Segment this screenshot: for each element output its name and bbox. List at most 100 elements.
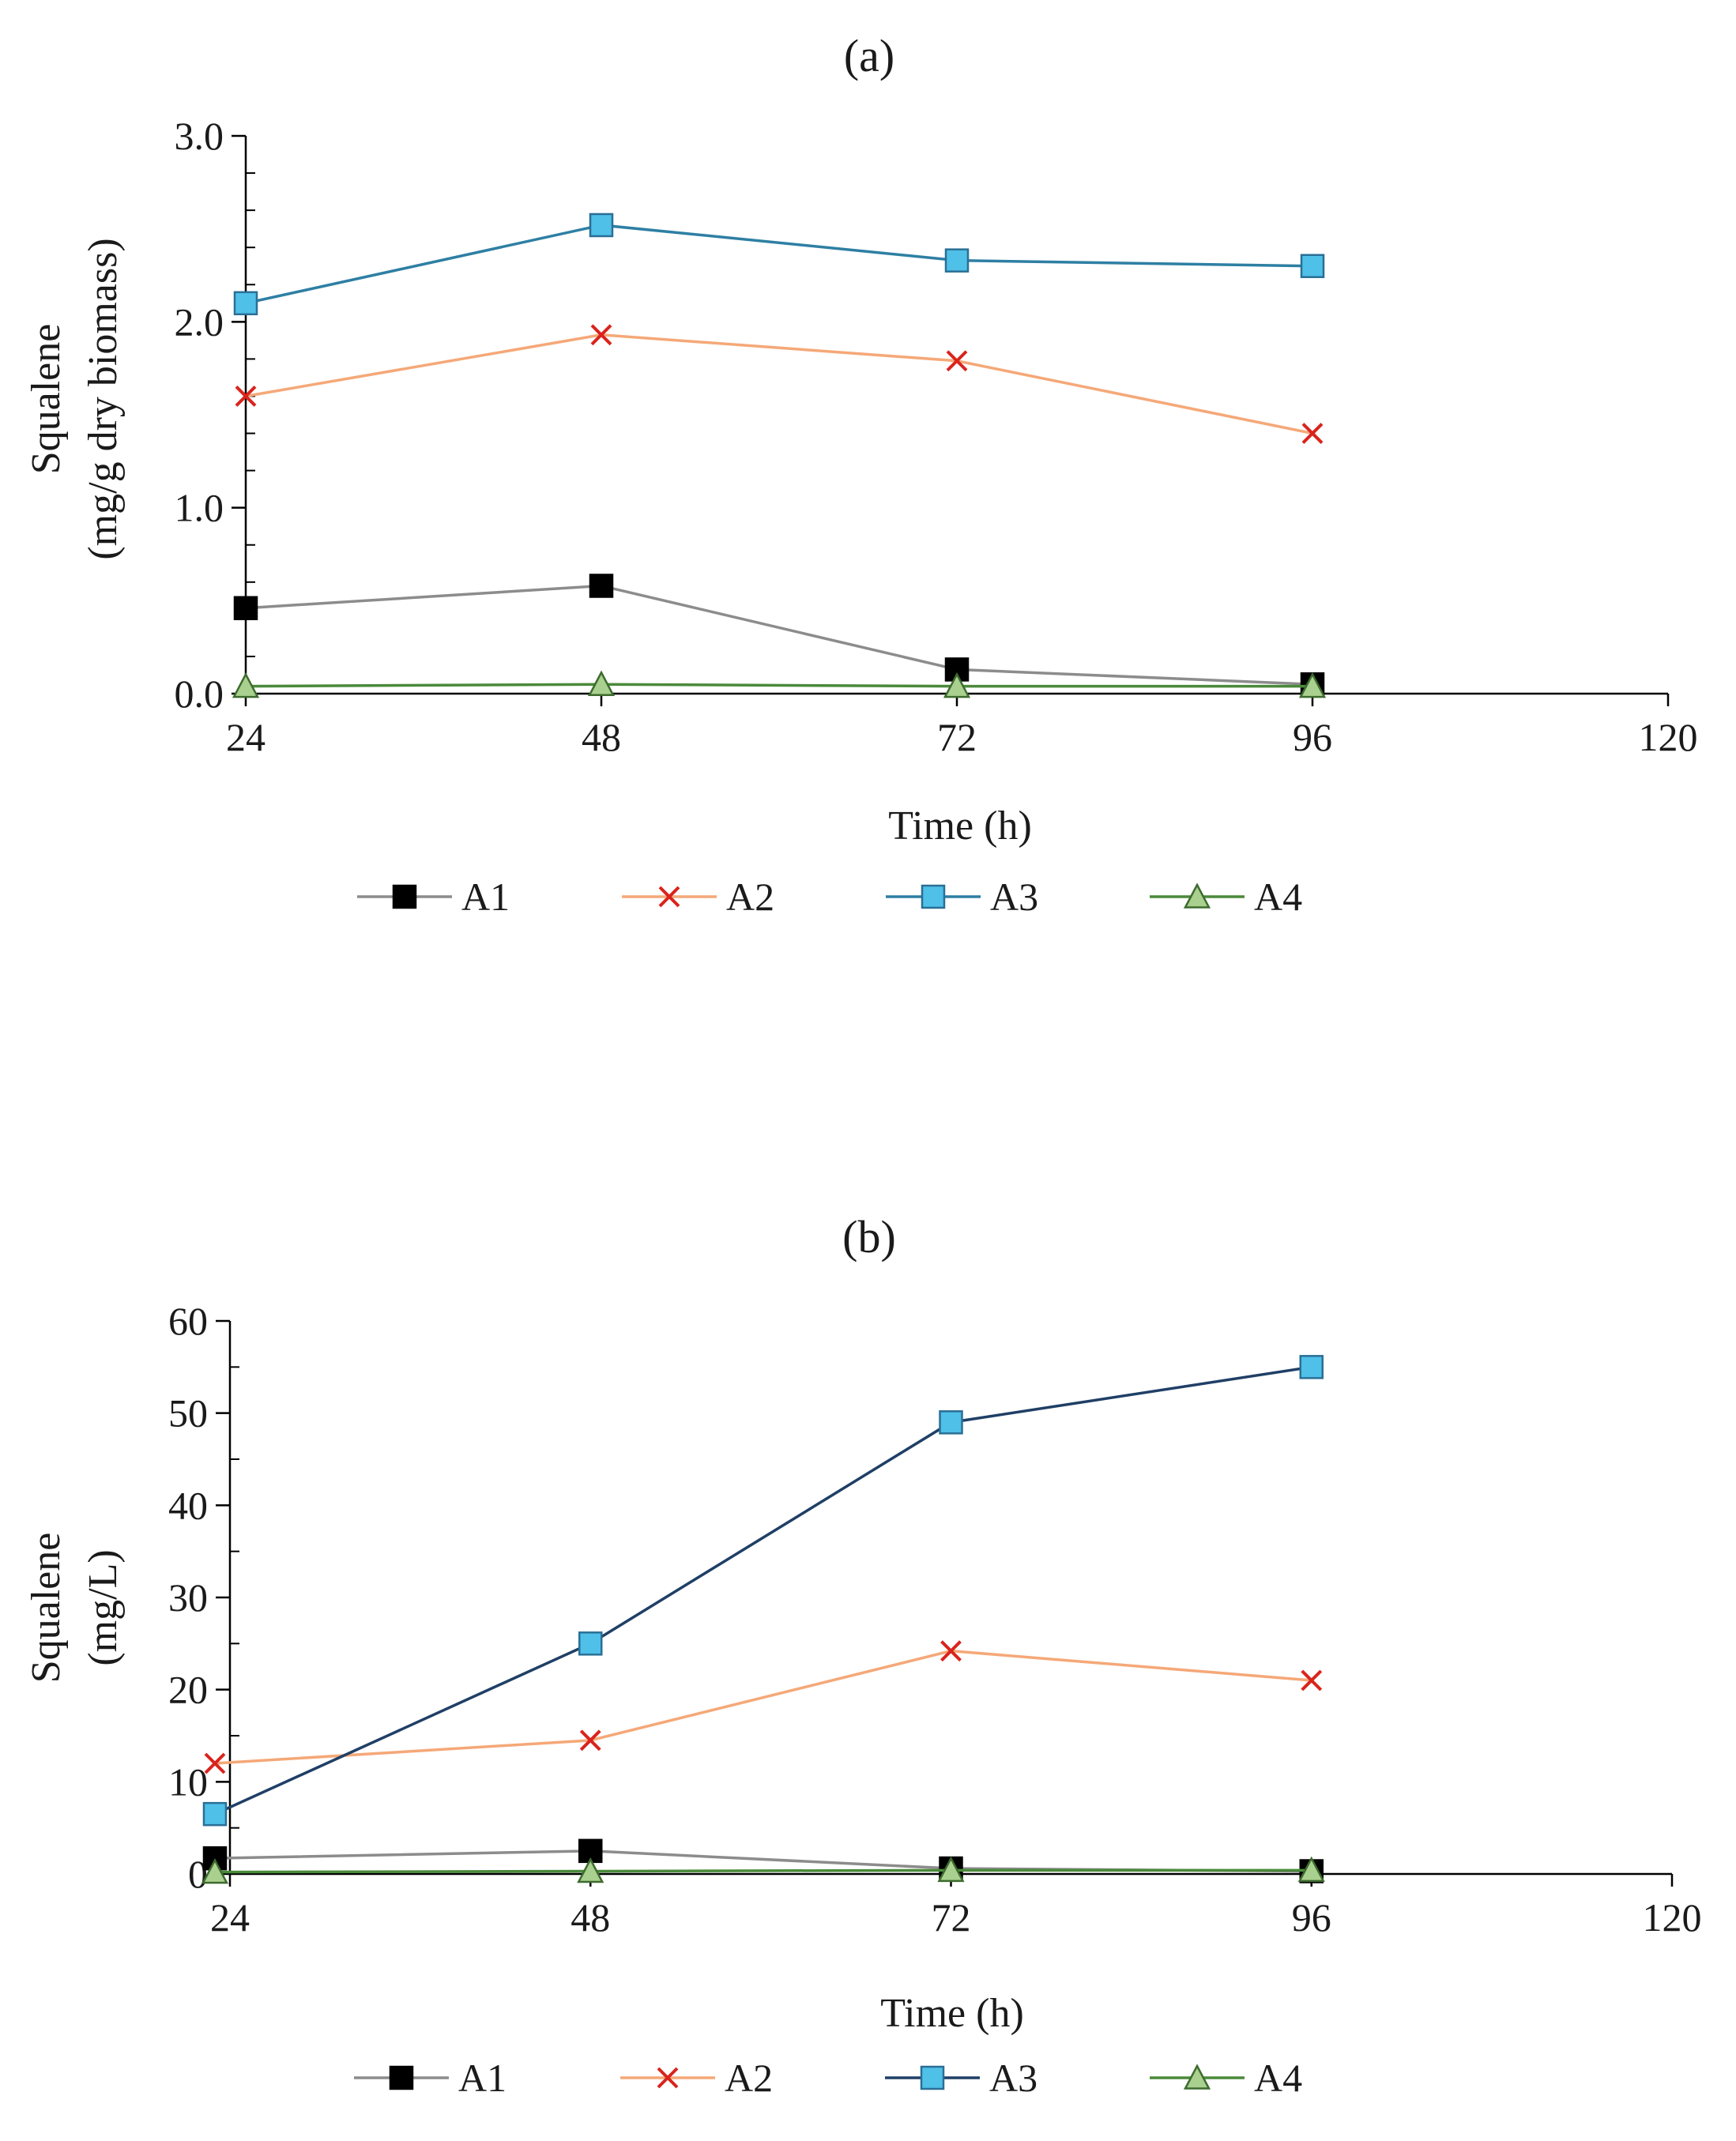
panel-a-y-tick-label: 2.0 (175, 299, 224, 344)
panel-b-y-axis-title-line2: (mg/L) (81, 1549, 126, 1665)
panel-a-legend-swatch-marker (392, 884, 417, 909)
panel-a-x-tick-label: 72 (937, 715, 977, 759)
panel-b-x-tick-label: 120 (1643, 1895, 1702, 1940)
panel-a-series-A2-point (235, 386, 257, 407)
panel-a-y-tick-label: 3.0 (175, 114, 224, 158)
panel-a-series-A2-point (946, 350, 968, 372)
panel-a-series-A3-point (1300, 254, 1325, 278)
panel-b-y-axis-title-line1: Squalene (24, 1533, 69, 1684)
panel-b-y-tick-label: 50 (168, 1391, 208, 1435)
panel-a-series-A2-point (1301, 423, 1324, 444)
panel-b-y-tick-label: 30 (168, 1575, 208, 1620)
panel-a-series-A3-point (589, 213, 614, 238)
panel-a-legend-swatch-marker (1183, 882, 1211, 909)
panel-a-legend-label: A1 (461, 875, 510, 919)
panel-b-legend-swatch-marker (1183, 2064, 1211, 2090)
panel-a-series-A1-point (589, 574, 614, 598)
panel-b-series-A4-point (201, 1857, 229, 1884)
panel-b-series-A2-point-stroke-2 (1301, 1669, 1323, 1691)
panel-a-series-A2-point-stroke-2 (235, 386, 257, 407)
panel-b-legend-entry-A4: A4 (1150, 2056, 1302, 2100)
panel-a-legend: A1 A2 A3 A4 (357, 875, 1302, 919)
panel-a-series-A3-point (233, 291, 258, 316)
panel-a-series-A4-point (1298, 672, 1327, 698)
panel-b-legend-swatch-marker (920, 2065, 945, 2090)
panel-a-x-tick-label: 24 (226, 715, 265, 759)
panel-b-series-A4-line (214, 1868, 1312, 1874)
panel-a-legend-entry-A2: A2 (622, 875, 774, 919)
panel-a-series-A3-line (245, 224, 1313, 305)
panel-a-series-A2-point-stroke-2 (590, 324, 612, 346)
panel-a-title: (a) (844, 30, 894, 81)
panel-b-series-A2-point (579, 1729, 601, 1752)
panel-b-x-axis-title: Time (h) (880, 1991, 1024, 2036)
panel-b-series-A3-point (1299, 1355, 1324, 1379)
panel-a-legend-entry-A4: A4 (1150, 875, 1302, 919)
panel-a-series-A4-point (587, 670, 616, 696)
panel-a-series-A2-point-stroke-2 (946, 350, 968, 372)
panel-a-legend-label: A3 (990, 875, 1038, 919)
panel-b-series-A2-point-stroke-2 (579, 1729, 601, 1752)
panel-b-legend-label: A4 (1254, 2056, 1302, 2100)
panel-b-legend-swatch-marker (657, 2067, 679, 2089)
panel-b-legend-swatch-marker (389, 2065, 414, 2090)
panel-b-plot-area (201, 1355, 1325, 1884)
panel-a-series-A4-point (232, 672, 260, 698)
panel-b-series-A4-point (577, 1857, 604, 1883)
panel-a-series-A4-line (245, 683, 1312, 688)
panel-b-series-A2-point-stroke-2 (940, 1640, 962, 1662)
panel-b-y-tick-label: 20 (168, 1668, 208, 1712)
panel-b-series-A2-point-stroke-2 (204, 1752, 226, 1774)
panel-a-x-tick-label: 96 (1293, 715, 1332, 759)
panel-b-series-A2-point (940, 1640, 962, 1662)
panel-b-x-tick-label: 48 (571, 1895, 610, 1940)
panel-a-legend-swatch-marker (658, 886, 680, 908)
panel-a-series-A1-line (245, 584, 1313, 686)
panel-a-y-tick-label: 0.0 (175, 672, 224, 716)
panel-a-y-axis-title: Squalene (mg/g dry biomass) (24, 238, 126, 559)
panel-a-series-A3-point (944, 248, 970, 273)
panel-b-x-tick-label: 24 (210, 1895, 250, 1940)
panel-b-series-A4-point (937, 1856, 965, 1883)
panel-b-legend: A1 A2 A3 A4 (354, 2056, 1302, 2100)
panel-a-legend-swatch-marker (921, 884, 946, 909)
panel-b-series-A3-point (202, 1801, 228, 1827)
panel-b-y-tick-label: 10 (168, 1759, 208, 1804)
panel-b-series-A3-point (939, 1410, 963, 1435)
panel-a-legend-label: A4 (1254, 875, 1302, 919)
panel-a-legend-entry-A1: A1 (357, 875, 510, 919)
panel-b-series-A3-line (214, 1365, 1312, 1816)
panel-a-series-A2-point-stroke-2 (1301, 423, 1324, 444)
panel-b-x-tick-label: 96 (1292, 1895, 1331, 1940)
panel-b-title: (b) (842, 1211, 896, 1262)
panel-b-x-tick-label: 72 (932, 1895, 971, 1940)
panel-b-series-A2-point (204, 1752, 226, 1774)
panel-a-x-tick-label: 48 (582, 715, 621, 759)
panel-b-series-A3-point (578, 1631, 603, 1656)
panel-b: (b) Squalene (mg/L) Time (h) 01020304050… (24, 1211, 1702, 2100)
panel-b-y-tick-label: 40 (168, 1483, 208, 1527)
panel-b-legend-swatch-marker-stroke-2 (657, 2067, 679, 2089)
panel-a-y-axis-title-line1: Squalene (24, 324, 69, 475)
panel-a-legend-label: A2 (726, 875, 774, 919)
panel-a-plot-area (232, 213, 1327, 698)
panel-a-legend-entry-A3: A3 (886, 875, 1038, 919)
panel-b-y-tick-label: 60 (168, 1299, 208, 1343)
panel-b-series-A2-point (1301, 1669, 1323, 1691)
panel-b-legend-entry-A2: A2 (620, 2056, 773, 2100)
panel-b-legend-entry-A3: A3 (885, 2056, 1037, 2100)
panel-a-series-A4-point (943, 672, 971, 698)
panel-a-x-axis-title: Time (h) (888, 803, 1032, 848)
panel-a-y-tick-label: 1.0 (175, 486, 224, 530)
panel-a-series-A2-line (245, 333, 1313, 435)
panel-b-legend-entry-A1: A1 (354, 2056, 506, 2100)
panel-a-x-tick-label: 120 (1639, 715, 1698, 759)
panel-a-y-axis-title-line2: (mg/g dry biomass) (81, 238, 126, 559)
panel-b-series-A4-point (1297, 1856, 1325, 1883)
panel-a-axes: 0.0 1.0 2.0 3.0 24 48 72 96 120 (175, 114, 1698, 759)
panel-b-series-A1-line (214, 1849, 1312, 1873)
panel-a-series-A2-point (590, 324, 612, 346)
panel-a: (a) Squalene (mg/g dry biomass) Time (h)… (24, 30, 1698, 919)
